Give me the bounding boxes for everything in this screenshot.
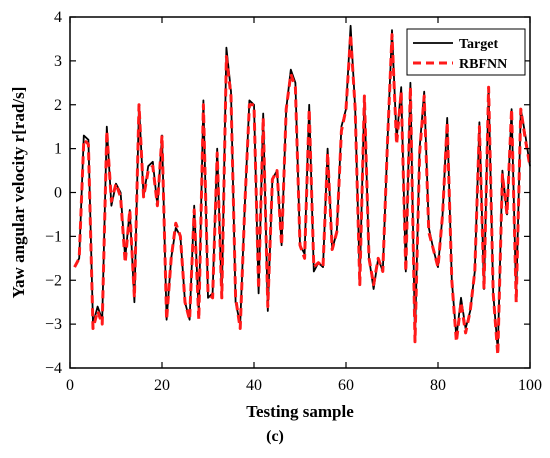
x-tick-label: 20 (154, 377, 170, 394)
y-axis-title: Yaw angular velocity r[rad/s] (9, 87, 28, 299)
legend-label-rbfnn: RBFNN (459, 57, 507, 72)
ticks-layer: 0 20 40 60 80 100 −4 −3 −2 −1 0 1 2 3 4 (45, 9, 542, 394)
legend-box (406, 28, 526, 76)
y-tick-label: 2 (54, 97, 62, 114)
y-tick-label: −1 (45, 228, 62, 245)
y-tick-label: 0 (54, 185, 62, 202)
legend-label-target: Target (459, 37, 498, 52)
y-tick-label: 4 (54, 9, 62, 26)
panel-label: (c) (266, 428, 284, 445)
series-line-rbfnn (73, 33, 532, 357)
x-tick-label: 40 (246, 377, 262, 394)
x-tick-label: 60 (338, 377, 354, 394)
legend: Target RBFNN (406, 28, 526, 76)
x-tick-label: 80 (430, 377, 446, 394)
y-tick-label: 3 (54, 53, 62, 70)
x-tick-label: 0 (66, 377, 74, 394)
y-tick-label: 1 (54, 141, 62, 158)
x-tick-label: 100 (518, 377, 542, 394)
x-axis-title: Testing sample (246, 402, 354, 421)
y-tick-label: −3 (45, 316, 62, 333)
y-tick-label: −4 (45, 360, 62, 377)
series-layer (73, 24, 532, 357)
y-tick-label: −2 (45, 272, 62, 289)
